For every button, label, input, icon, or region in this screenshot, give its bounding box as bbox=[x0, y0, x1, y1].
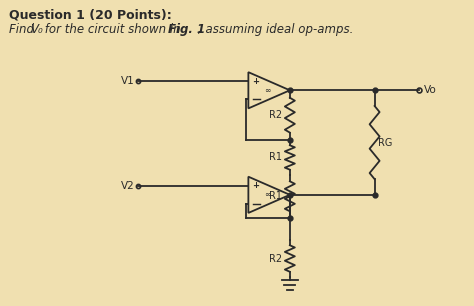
Text: ∞: ∞ bbox=[264, 86, 270, 95]
Text: R2: R2 bbox=[269, 253, 282, 263]
Text: for the circuit shown in: for the circuit shown in bbox=[41, 23, 184, 35]
Text: V1: V1 bbox=[120, 76, 134, 86]
Text: Find: Find bbox=[9, 23, 37, 35]
Text: +: + bbox=[252, 181, 259, 190]
Text: V2: V2 bbox=[120, 181, 134, 191]
Text: +: + bbox=[252, 77, 259, 86]
Text: Vo: Vo bbox=[423, 85, 436, 95]
Text: R2: R2 bbox=[269, 110, 282, 120]
Text: V₀: V₀ bbox=[29, 23, 42, 35]
Text: ∞: ∞ bbox=[264, 190, 270, 199]
Text: Fig. 1: Fig. 1 bbox=[168, 23, 205, 35]
Text: R1: R1 bbox=[269, 191, 282, 201]
Text: Question 1 (20 Points):: Question 1 (20 Points): bbox=[9, 9, 172, 22]
Text: , assuming ideal op-amps.: , assuming ideal op-amps. bbox=[198, 23, 354, 35]
Text: R1: R1 bbox=[269, 152, 282, 162]
Text: RG: RG bbox=[378, 138, 392, 147]
